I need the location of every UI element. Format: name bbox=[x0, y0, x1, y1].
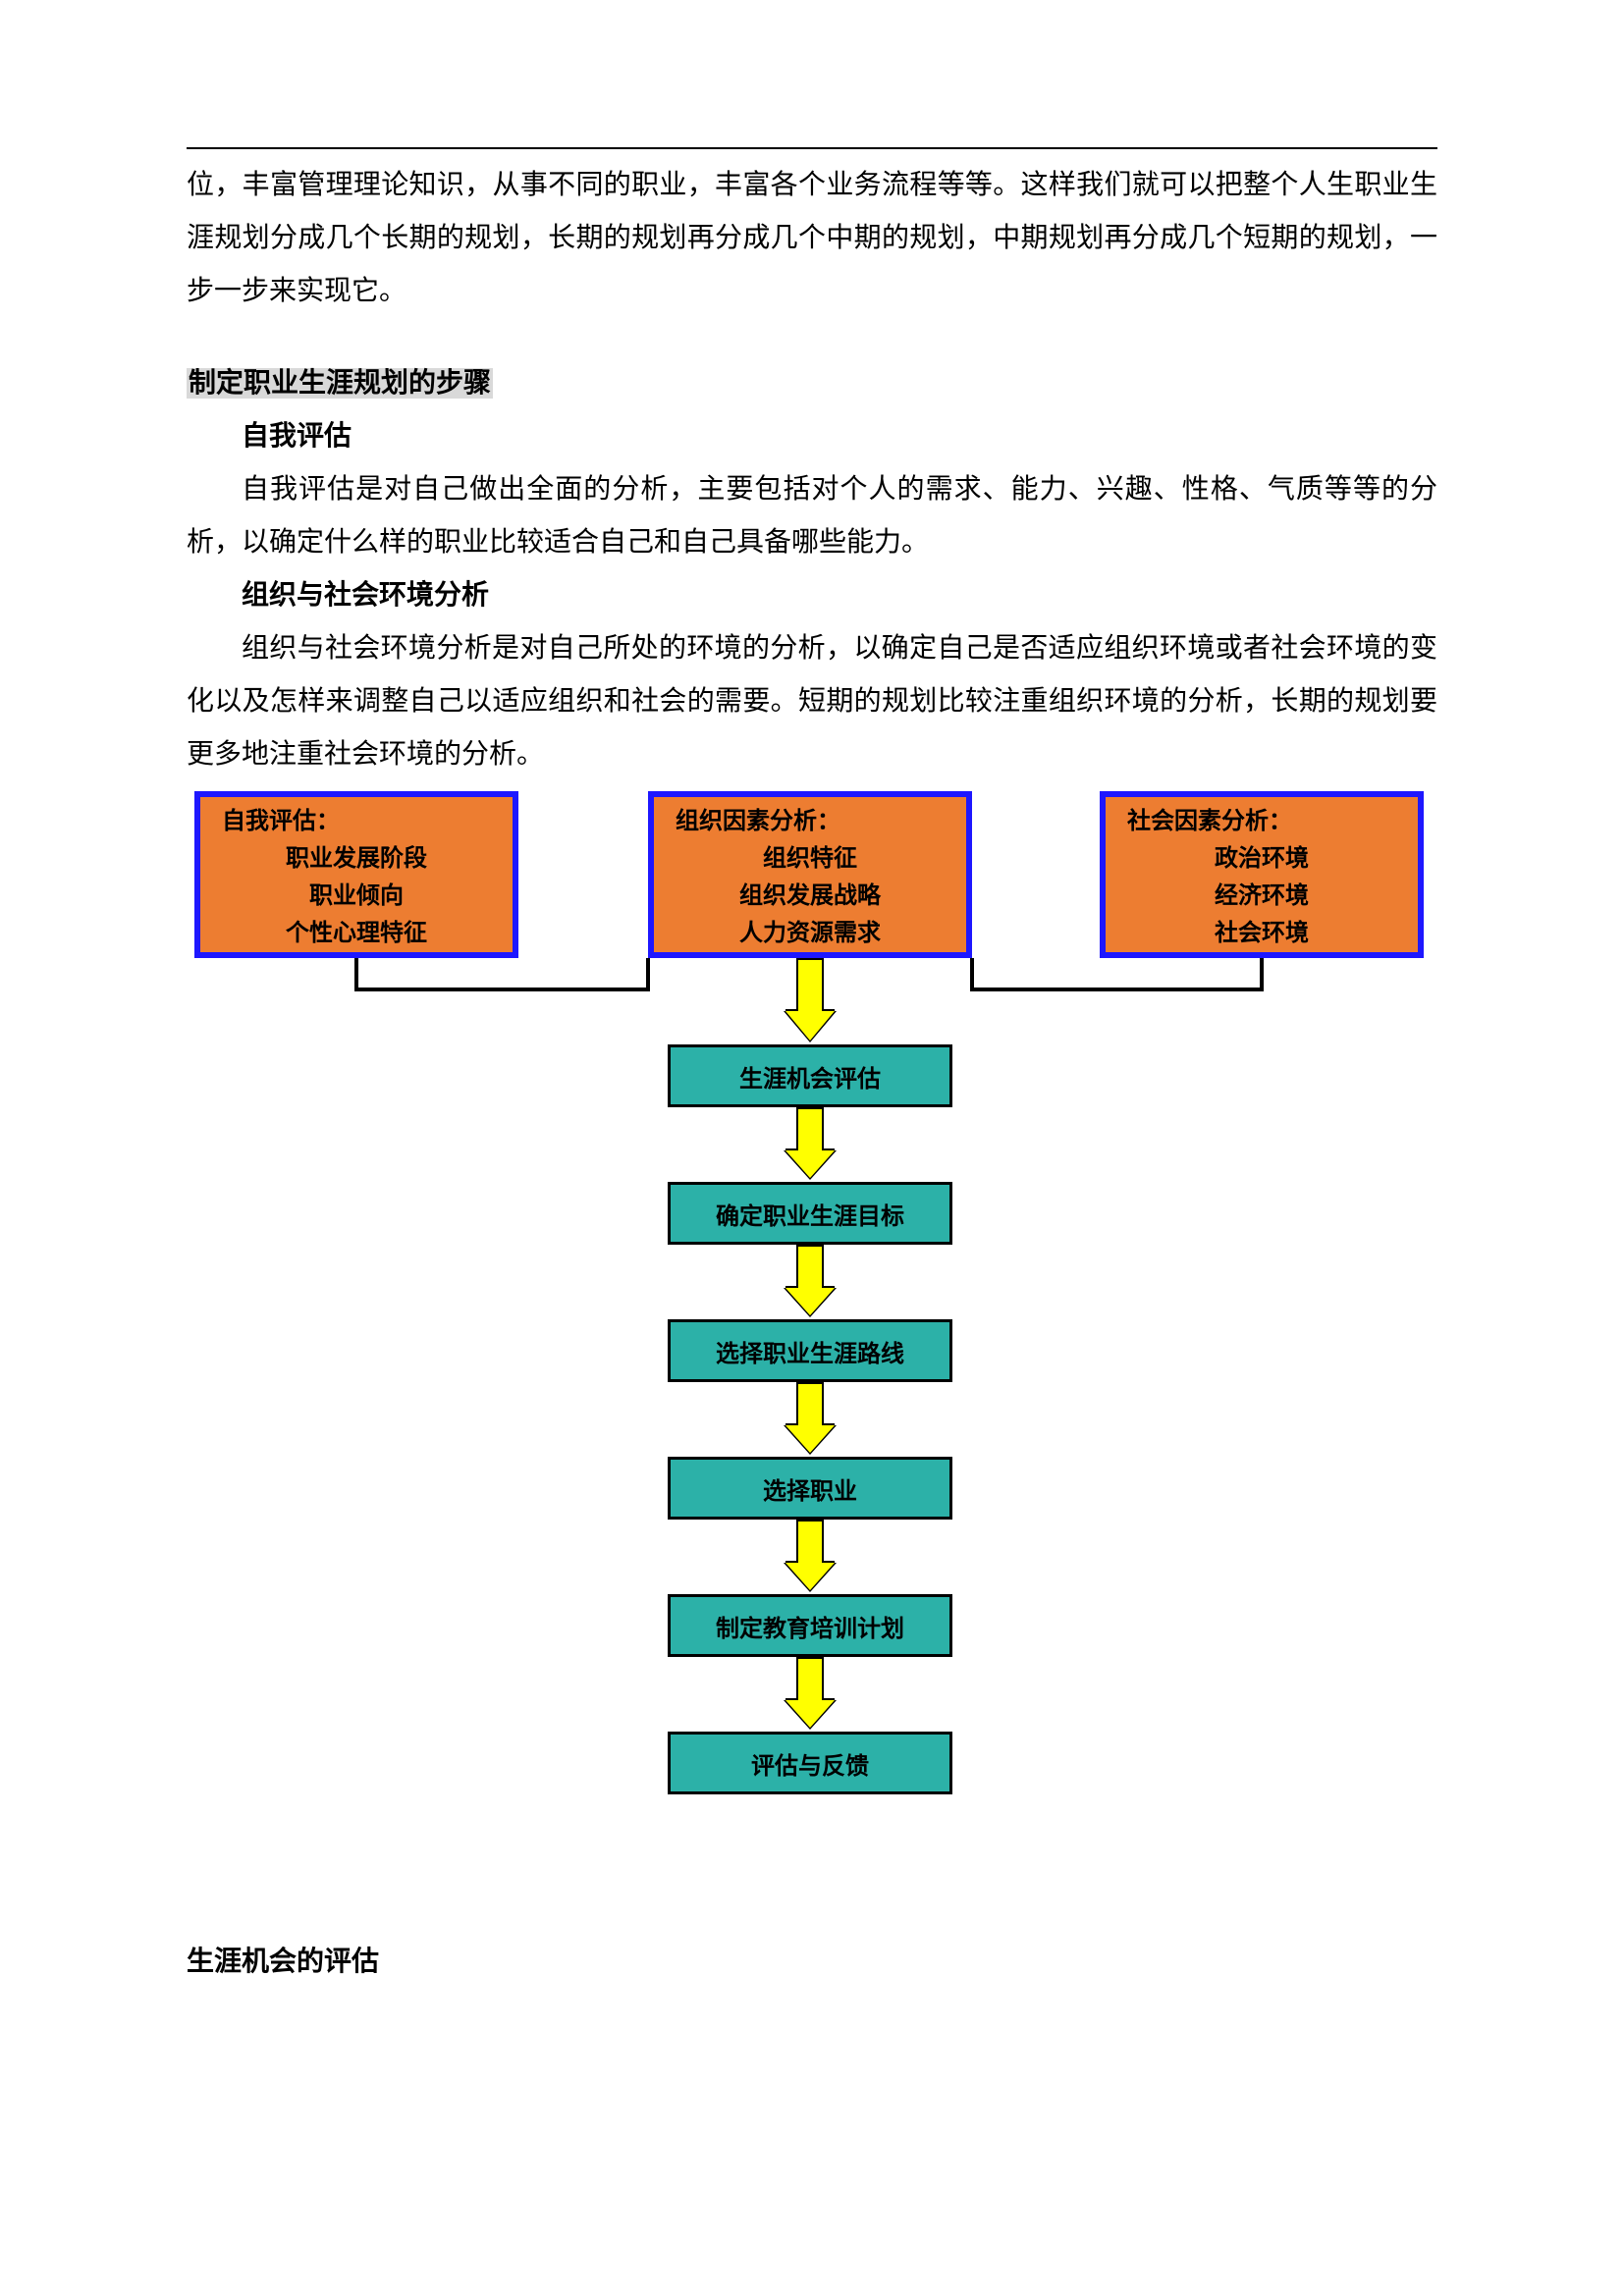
flow-box-route: 选择职业生涯路线 bbox=[668, 1319, 952, 1382]
section-title: 制定职业生涯规划的步骤 bbox=[187, 368, 493, 399]
arrow-down-icon bbox=[785, 1657, 835, 1728]
arrow-down-icon bbox=[785, 958, 835, 1041]
top-box-org-factors: 组织因素分析：组织特征组织发展战略人力资源需求 bbox=[648, 791, 972, 958]
arrow-down-icon bbox=[785, 1382, 835, 1453]
flow-box-choose-career: 选择职业 bbox=[668, 1457, 952, 1520]
subhead-org-env: 组织与社会环境分析 bbox=[187, 569, 1437, 622]
section-title-line: 制定职业生涯规划的步骤 bbox=[187, 357, 1437, 410]
top-box-line: 职业倾向 bbox=[204, 878, 509, 915]
bottom-heading: 生涯机会的评估 bbox=[187, 1940, 379, 1979]
top-box-line: 组织特征 bbox=[658, 840, 962, 878]
flow-box-feedback: 评估与反馈 bbox=[668, 1732, 952, 1794]
top-box-social-factors: 社会因素分析：政治环境经济环境社会环境 bbox=[1100, 791, 1424, 958]
paragraph-1: 位，丰富管理理论知识，从事不同的职业，丰富各个业务流程等等。这样我们就可以把整个… bbox=[187, 159, 1437, 318]
top-box-line: 个性心理特征 bbox=[204, 915, 509, 952]
paragraph-org-env: 组织与社会环境分析是对自己所处的环境的分析，以确定自己是否适应组织环境或者社会环… bbox=[187, 622, 1437, 781]
top-box-title: 社会因素分析： bbox=[1110, 803, 1414, 840]
connector bbox=[354, 958, 358, 988]
career-planning-flowchart: 自我评估：职业发展阶段职业倾向个性心理特征组织因素分析：组织特征组织发展战略人力… bbox=[187, 791, 1437, 2067]
top-box-title: 自我评估： bbox=[204, 803, 509, 840]
document-page: 位，丰富管理理论知识，从事不同的职业，丰富各个业务流程等等。这样我们就可以把整个… bbox=[0, 0, 1624, 2296]
body-text: 位，丰富管理理论知识，从事不同的职业，丰富各个业务流程等等。这样我们就可以把整个… bbox=[187, 159, 1437, 781]
top-box-line: 人力资源需求 bbox=[658, 915, 962, 952]
arrow-down-icon bbox=[785, 1520, 835, 1590]
arrow-down-icon bbox=[785, 1107, 835, 1178]
arrow-down-icon bbox=[785, 1245, 835, 1315]
top-box-line: 职业发展阶段 bbox=[204, 840, 509, 878]
subhead-self-eval: 自我评估 bbox=[187, 410, 1437, 463]
flow-box-opportunity-eval: 生涯机会评估 bbox=[668, 1044, 952, 1107]
connector bbox=[1260, 958, 1264, 988]
connector bbox=[646, 958, 650, 991]
connector bbox=[972, 988, 1264, 991]
connector bbox=[354, 988, 648, 991]
paragraph-self-eval: 自我评估是对自己做出全面的分析，主要包括对个人的需求、能力、兴趣、性格、气质等等… bbox=[187, 463, 1437, 569]
top-box-title: 组织因素分析： bbox=[658, 803, 962, 840]
top-box-line: 组织发展战略 bbox=[658, 878, 962, 915]
connector bbox=[970, 958, 974, 991]
top-box-line: 社会环境 bbox=[1110, 915, 1414, 952]
top-box-line: 政治环境 bbox=[1110, 840, 1414, 878]
flow-box-training-plan: 制定教育培训计划 bbox=[668, 1594, 952, 1657]
flow-box-goal: 确定职业生涯目标 bbox=[668, 1182, 952, 1245]
top-box-self-eval: 自我评估：职业发展阶段职业倾向个性心理特征 bbox=[194, 791, 518, 958]
top-box-line: 经济环境 bbox=[1110, 878, 1414, 915]
top-rule bbox=[187, 147, 1437, 149]
spacer bbox=[187, 318, 1437, 357]
